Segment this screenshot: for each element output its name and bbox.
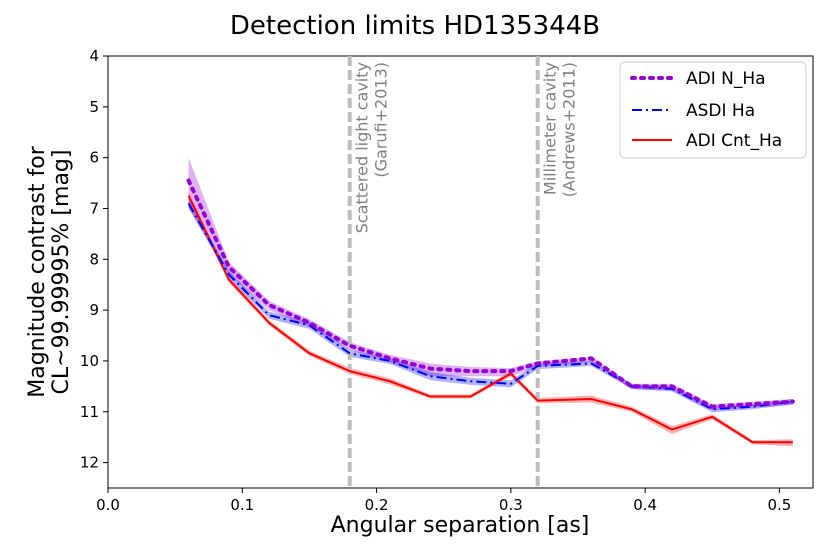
series-lines	[186, 178, 795, 444]
plot-area	[107, 55, 814, 489]
y-tick-label: 5	[89, 98, 99, 116]
y-tick-label: 12	[80, 454, 99, 472]
legend-label-adi-n-ha: ADI N_Ha	[686, 69, 766, 89]
y-axis-label-line1: Magnitude contrast for	[25, 145, 50, 397]
cavity-annotation-0: Scattered light cavity (Garufi+2013)	[353, 62, 391, 233]
y-tick-label: 4	[89, 47, 99, 65]
cavity-annotation-line2: (Garufi+2013)	[372, 62, 391, 178]
legend-label-asdi-ha: ASDI Ha	[686, 101, 755, 121]
legend-label-adi-cnt-ha: ADI Cnt_Ha	[686, 131, 782, 151]
legend: ADI N_Ha ASDI Ha ADI Cnt_Ha	[619, 61, 807, 159]
y-tick-label: 6	[89, 149, 99, 167]
axis-ticks: 0.0 0.1 0.2 0.3 0.4 0.5 4 5 6 7 8 9 10 11 12	[80, 47, 791, 514]
chart-title: Detection limits HD135344B	[230, 11, 600, 41]
y-axis-label: Magnitude contrast for CL~99.99995% [mag…	[25, 145, 74, 397]
y-tick-label: 8	[89, 250, 99, 268]
plot-frame	[107, 55, 814, 489]
x-tick-label: 0.5	[767, 496, 791, 514]
x-tick-label: 0.4	[633, 496, 657, 514]
y-tick-label: 10	[80, 352, 99, 370]
y-tick-label: 11	[80, 403, 99, 421]
series-line-adi-cnt-ha	[187, 195, 793, 444]
y-axis-label-line2: CL~99.99995% [mag]	[49, 150, 74, 395]
x-axis-label: Angular separation [as]	[331, 513, 590, 538]
x-tick-label: 0.0	[96, 496, 120, 514]
cavity-annotation-line1: Millimeter cavity	[541, 62, 560, 195]
series-line-adi-n-ha	[186, 178, 795, 409]
series-line-asdi-ha	[187, 202, 793, 411]
cavity-markers: Scattered light cavity (Garufi+2013) Milli…	[347, 56, 579, 488]
legend-box	[619, 61, 807, 159]
cavity-annotation-line2: (Andrews+2011)	[560, 62, 579, 197]
y-tick-label: 7	[89, 199, 99, 217]
y-tick-label: 9	[89, 301, 99, 319]
cavity-annotation-line1: Scattered light cavity	[353, 62, 372, 233]
x-tick-label: 0.1	[230, 496, 254, 514]
x-tick-label: 0.2	[365, 496, 389, 514]
x-tick-label: 0.3	[499, 496, 523, 514]
cavity-annotation-1: Millimeter cavity (Andrews+2011)	[541, 62, 579, 197]
